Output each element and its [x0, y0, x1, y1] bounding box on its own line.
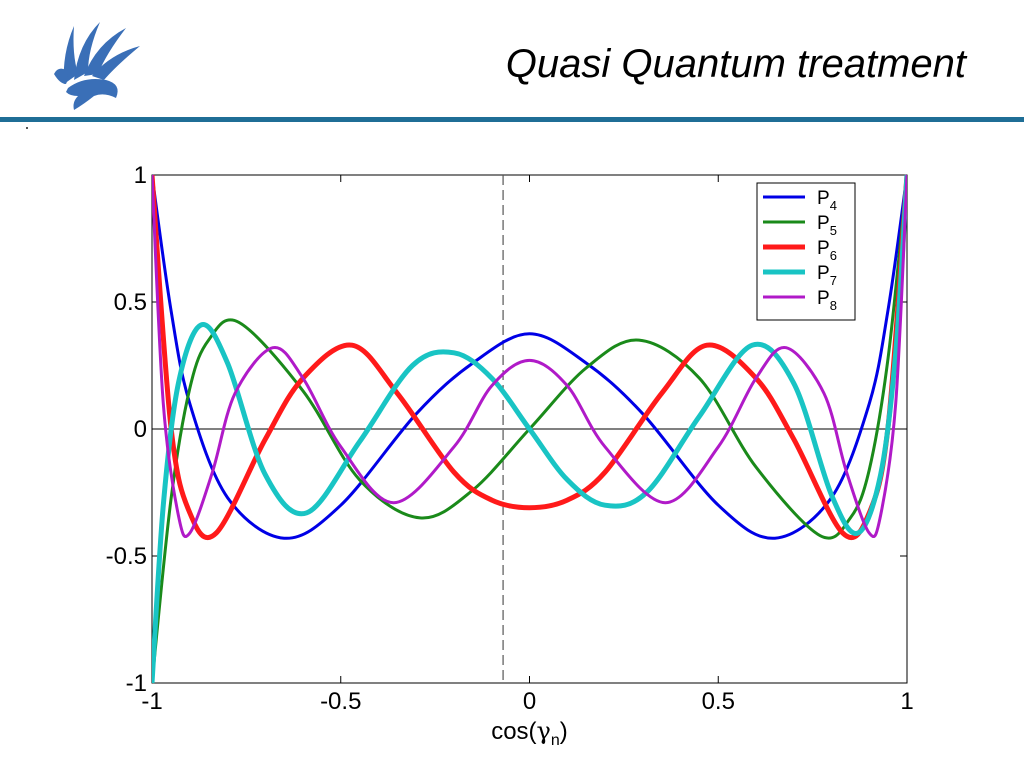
- legend-label-P8: P8: [817, 288, 837, 313]
- slide-title: Quasi Quantum treatment: [505, 42, 966, 86]
- y-tick-label: 1: [134, 162, 147, 189]
- y-tick-label: -1: [126, 670, 147, 697]
- legend-box: [756, 182, 856, 321]
- x-tick-label: -1: [141, 688, 162, 715]
- series-line-P8: [152, 174, 907, 538]
- x-tick-label: 1: [900, 688, 913, 715]
- y-tick-label: 0.5: [114, 289, 147, 316]
- series-line-P7: [152, 174, 907, 684]
- x-tick-label: -0.5: [320, 688, 361, 715]
- y-tick-label: 0: [134, 416, 147, 443]
- x-tick-label: 0: [523, 688, 536, 715]
- series-line-P6: [152, 174, 907, 541]
- x-axis-label: cos(γn): [491, 717, 568, 749]
- legend-label-P6: P6: [817, 238, 837, 263]
- griffin-logo-icon: [54, 22, 140, 110]
- header-tick-mark: [26, 127, 28, 129]
- legend-label-P5: P5: [817, 213, 837, 238]
- x-tick-label: 0.5: [702, 688, 735, 715]
- series-line-P4: [152, 174, 907, 540]
- legend-label-P4: P4: [817, 188, 837, 213]
- header-rule: [0, 117, 1024, 122]
- y-tick-label: -0.5: [106, 543, 147, 570]
- legend-label-P7: P7: [817, 263, 837, 288]
